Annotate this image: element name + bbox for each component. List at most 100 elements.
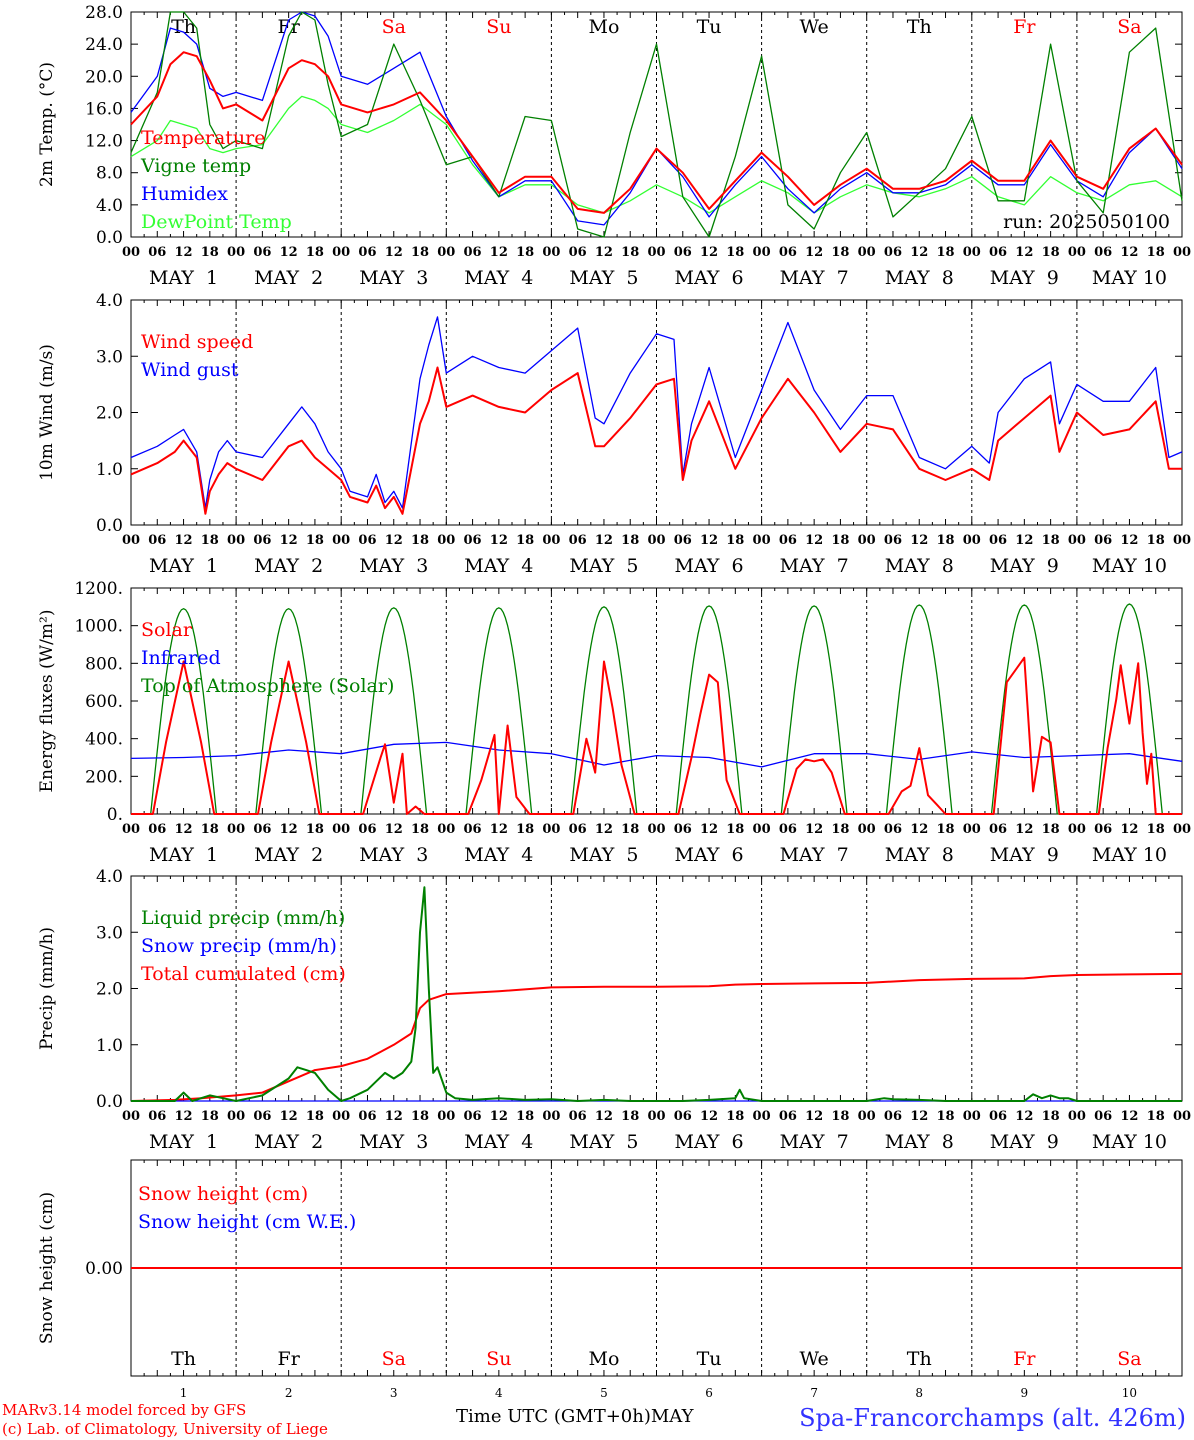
- hour-label: 06: [674, 245, 692, 260]
- y-axis-label: Energy fluxes (W/m²): [37, 610, 57, 793]
- hour-label: 12: [700, 1109, 718, 1124]
- y-tick-label: 2.0: [96, 980, 123, 1000]
- legend-entry: Humidex: [141, 183, 228, 205]
- hour-label: 06: [779, 1109, 797, 1124]
- run-annotation: run: 2025050100: [1003, 211, 1170, 233]
- date-label: MAY 7: [780, 555, 849, 577]
- y-tick-label: 20.0: [85, 67, 123, 87]
- date-label: MAY 5: [569, 555, 638, 577]
- weekday-label: Mo: [588, 1348, 619, 1370]
- hour-label: 18: [516, 822, 534, 837]
- hour-label: 12: [175, 245, 193, 260]
- y-tick-label: 2.0: [96, 404, 123, 424]
- station-name: Spa-Francorchamps (alt. 426m): [799, 1404, 1186, 1432]
- date-label: MAY 8: [885, 267, 954, 289]
- hour-label: 00: [963, 533, 981, 548]
- hour-label: 12: [805, 1109, 823, 1124]
- hour-label: 18: [1147, 1109, 1165, 1124]
- y-tick-label: 4.0: [96, 867, 123, 887]
- model-credit: MARv3.14 model forced by GFS: [2, 1401, 247, 1419]
- hour-label: 06: [1094, 533, 1112, 548]
- date-label: MAY 9: [990, 555, 1059, 577]
- hour-label: 06: [884, 533, 902, 548]
- hour-label: 18: [306, 1109, 324, 1124]
- hour-label: 00: [647, 533, 665, 548]
- y-tick-label: 28.0: [85, 3, 123, 23]
- hour-label: 00: [963, 822, 981, 837]
- date-label: MAY 7: [780, 1131, 849, 1153]
- hour-label: 00: [963, 1109, 981, 1124]
- hour-label: 06: [779, 533, 797, 548]
- day-number: 1: [180, 1386, 188, 1400]
- hour-label: 12: [490, 822, 508, 837]
- hour-label: 00: [1173, 822, 1191, 837]
- legend-entry: Wind gust: [141, 359, 239, 381]
- hour-label: 00: [1173, 1109, 1191, 1124]
- hour-label: 00: [332, 245, 350, 260]
- day-number: 2: [285, 1386, 293, 1400]
- hour-label: 06: [1094, 822, 1112, 837]
- x-axis-title-text: Time UTC (GMT+0h): [456, 1406, 651, 1427]
- date-label: MAY 4: [464, 1131, 533, 1153]
- hour-label: 18: [411, 822, 429, 837]
- hour-label: 12: [595, 533, 613, 548]
- hour-label: 12: [595, 822, 613, 837]
- hour-label: 12: [490, 245, 508, 260]
- hour-label: 06: [989, 1109, 1007, 1124]
- hour-label: 18: [306, 533, 324, 548]
- date-label: MAY 10: [1092, 555, 1167, 577]
- legend-entry: Infrared: [141, 647, 221, 669]
- y-tick-label: 200.: [85, 767, 123, 787]
- hour-label: 18: [621, 245, 639, 260]
- hour-label: 18: [936, 533, 954, 548]
- hour-label: 00: [753, 822, 771, 837]
- day-number: 3: [390, 1386, 398, 1400]
- hour-label: 18: [411, 1109, 429, 1124]
- legend-entry: Vigne temp: [140, 155, 251, 177]
- hour-label: 06: [989, 245, 1007, 260]
- hour-label: 12: [1120, 533, 1138, 548]
- weekday-label: Sa: [382, 1348, 406, 1370]
- hour-label: 00: [647, 822, 665, 837]
- hour-label: 06: [674, 1109, 692, 1124]
- x-axis-month: MAY: [650, 1406, 694, 1427]
- date-label: MAY 8: [885, 555, 954, 577]
- date-label: MAY 2: [254, 267, 323, 289]
- date-label: MAY 4: [464, 844, 533, 866]
- y-tick-label: 1200.: [74, 579, 123, 599]
- x-axis-title: Time UTC (GMT+0h)MAY: [456, 1406, 693, 1427]
- date-label: MAY 4: [464, 267, 533, 289]
- hour-label: 00: [227, 822, 245, 837]
- weekday-label: Tu: [697, 16, 722, 38]
- legend-entry: Snow height (cm W.E.): [138, 1211, 356, 1233]
- hour-label: 12: [385, 1109, 403, 1124]
- hour-label: 18: [831, 1109, 849, 1124]
- date-label: MAY 10: [1092, 844, 1167, 866]
- hour-label: 18: [1147, 822, 1165, 837]
- hour-label: 00: [122, 822, 140, 837]
- panel-4: 0.0 1.0 2.0 3.0 4.0 Precip (mm/h) 00 06 12 18 MAY …: [37, 867, 1191, 1153]
- weekday-label: Th: [171, 1348, 196, 1370]
- hour-label: 12: [385, 245, 403, 260]
- hour-label: 00: [227, 1109, 245, 1124]
- series-line-total-cumulated-cm-: [130, 972, 1183, 1102]
- date-label: MAY 6: [674, 1131, 743, 1153]
- hour-label: 06: [884, 822, 902, 837]
- meteogram-panels: 0.04.08.012.016.020.024.028.02m Temp. (°…: [37, 3, 1191, 1400]
- weekday-label: We: [800, 16, 829, 38]
- hour-label: 00: [1068, 533, 1086, 548]
- hour-label: 06: [464, 1109, 482, 1124]
- hour-label: 18: [306, 245, 324, 260]
- hour-label: 12: [280, 245, 298, 260]
- weekday-label: Th: [171, 16, 196, 38]
- hour-label: 12: [1015, 245, 1033, 260]
- date-label: MAY 6: [674, 267, 743, 289]
- hour-label: 00: [1173, 245, 1191, 260]
- hour-label: 06: [779, 245, 797, 260]
- day-number: 8: [915, 1386, 923, 1400]
- hour-label: 18: [201, 533, 219, 548]
- series-line-infrared: [130, 741, 1183, 768]
- hour-label: 00: [647, 245, 665, 260]
- date-label: MAY 9: [990, 267, 1059, 289]
